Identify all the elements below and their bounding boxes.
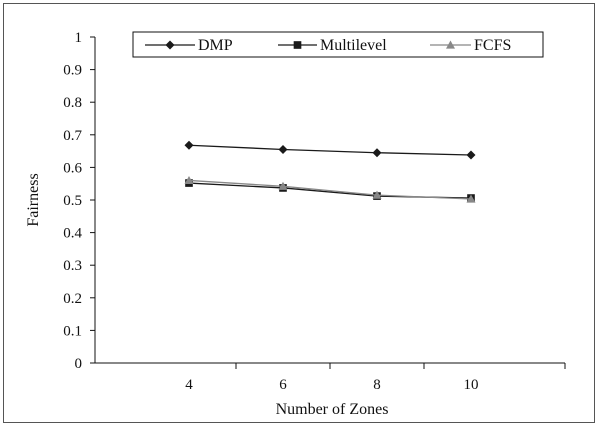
y-tick-label: 0.8 [63, 95, 82, 111]
data-point-dmp [373, 148, 382, 157]
series-fcfs [185, 176, 476, 203]
series-line-fcfs [189, 180, 471, 199]
legend-label-fcfs: FCFS [474, 37, 511, 54]
y-tick-label: 0 [75, 356, 83, 372]
y-axis-ticks: 0 0.1 0.2 0.3 0.4 0.5 0.6 0.7 0.8 0.9 1 [63, 30, 95, 372]
y-tick-label: 1 [75, 30, 83, 46]
data-point-dmp [279, 145, 288, 154]
legend-marker-multilevel [294, 41, 302, 49]
y-tick-label: 0.9 [63, 63, 82, 79]
x-tick-label: 4 [185, 377, 193, 393]
y-tick-label: 0.2 [63, 291, 82, 307]
x-axis-ticks: 4 6 8 10 [185, 363, 565, 393]
legend-label-multilevel: Multilevel [320, 37, 387, 54]
x-axis-title: Number of Zones [276, 401, 389, 418]
y-tick-label: 0.7 [63, 128, 82, 144]
x-tick-label: 8 [373, 377, 381, 393]
y-tick-label: 0.1 [63, 323, 82, 339]
legend-label-dmp: DMP [198, 37, 233, 54]
data-point-dmp [185, 141, 194, 150]
chart-axes [95, 37, 565, 363]
y-tick-label: 0.5 [63, 193, 82, 209]
x-tick-label: 6 [279, 377, 287, 393]
series-line-dmp [189, 145, 471, 155]
x-tick-label: 10 [464, 377, 479, 393]
y-tick-label: 0.4 [63, 226, 82, 242]
data-point-dmp [467, 151, 476, 160]
series-dmp [185, 141, 476, 160]
y-tick-label: 0.6 [63, 160, 82, 176]
y-axis-title: Fairness [25, 173, 42, 226]
series-lines [185, 141, 476, 203]
chart-legend: DMP Multilevel FCFS [133, 32, 543, 57]
y-tick-label: 0.3 [63, 258, 82, 274]
